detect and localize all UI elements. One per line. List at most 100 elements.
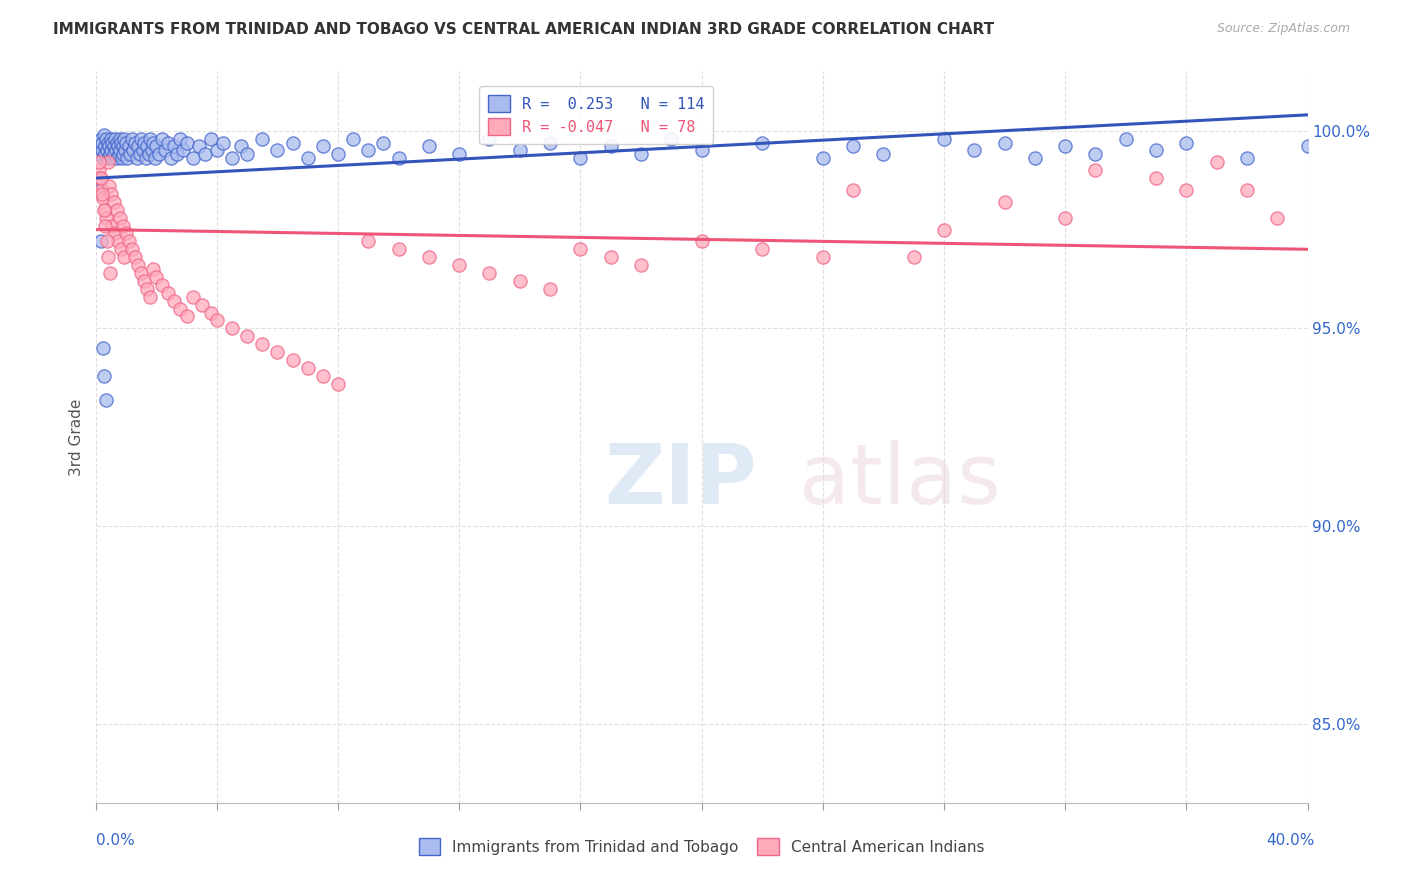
Point bbox=[110, 242, 132, 256]
Point bbox=[111, 152, 134, 166]
Point bbox=[114, 144, 136, 158]
Point bbox=[103, 194, 125, 209]
Point bbox=[166, 147, 188, 161]
Point bbox=[117, 152, 139, 166]
Point bbox=[963, 144, 986, 158]
Point bbox=[388, 152, 411, 166]
Point bbox=[101, 136, 124, 150]
Point bbox=[569, 242, 592, 256]
Point bbox=[1205, 155, 1227, 169]
Point bbox=[93, 128, 115, 142]
Point bbox=[131, 144, 153, 158]
Point bbox=[252, 337, 274, 351]
Point bbox=[236, 147, 259, 161]
Point bbox=[98, 139, 121, 153]
Point bbox=[187, 139, 209, 153]
Point bbox=[229, 139, 252, 153]
Point bbox=[124, 250, 146, 264]
Point bbox=[842, 183, 865, 197]
Point bbox=[129, 131, 152, 145]
Point bbox=[690, 144, 713, 158]
Point bbox=[93, 202, 115, 217]
Point bbox=[100, 131, 122, 145]
Point bbox=[169, 131, 191, 145]
Point bbox=[90, 235, 112, 249]
Point bbox=[872, 147, 894, 161]
Point bbox=[112, 147, 135, 161]
Point bbox=[297, 360, 319, 375]
Point bbox=[111, 219, 134, 233]
Point bbox=[96, 131, 118, 145]
Point bbox=[141, 144, 163, 158]
Point bbox=[599, 139, 621, 153]
Point bbox=[122, 144, 145, 158]
Point bbox=[98, 179, 121, 194]
Point bbox=[538, 282, 561, 296]
Point bbox=[449, 258, 471, 272]
Point bbox=[94, 392, 117, 407]
Point bbox=[118, 235, 141, 249]
Point bbox=[150, 277, 173, 292]
Point bbox=[163, 139, 186, 153]
Point bbox=[1236, 152, 1258, 166]
Point bbox=[281, 136, 304, 150]
Point bbox=[252, 131, 274, 145]
Point bbox=[221, 152, 243, 166]
Point bbox=[630, 147, 652, 161]
Point bbox=[100, 144, 122, 158]
Point bbox=[110, 144, 132, 158]
Point bbox=[97, 152, 120, 166]
Point bbox=[932, 131, 955, 145]
Point bbox=[90, 171, 112, 186]
Point bbox=[89, 155, 111, 169]
Point bbox=[449, 147, 471, 161]
Point bbox=[142, 136, 165, 150]
Point bbox=[129, 266, 152, 280]
Text: Source: ZipAtlas.com: Source: ZipAtlas.com bbox=[1216, 22, 1350, 36]
Point bbox=[101, 152, 124, 166]
Point bbox=[1024, 152, 1046, 166]
Point bbox=[104, 131, 127, 145]
Point bbox=[932, 222, 955, 236]
Point bbox=[150, 131, 173, 145]
Point bbox=[1175, 136, 1198, 150]
Point bbox=[418, 250, 440, 264]
Point bbox=[127, 258, 149, 272]
Point bbox=[94, 219, 117, 233]
Point bbox=[105, 202, 128, 217]
Y-axis label: 3rd Grade: 3rd Grade bbox=[69, 399, 84, 475]
Point bbox=[90, 183, 112, 197]
Point bbox=[181, 290, 204, 304]
Point bbox=[1175, 183, 1198, 197]
Point bbox=[538, 136, 561, 150]
Point bbox=[181, 152, 204, 166]
Point bbox=[266, 345, 288, 359]
Point bbox=[103, 139, 125, 153]
Point bbox=[107, 235, 129, 249]
Point bbox=[281, 353, 304, 368]
Point bbox=[200, 305, 222, 319]
Point bbox=[136, 282, 159, 296]
Text: IMMIGRANTS FROM TRINIDAD AND TOBAGO VS CENTRAL AMERICAN INDIAN 3RD GRADE CORRELA: IMMIGRANTS FROM TRINIDAD AND TOBAGO VS C… bbox=[53, 22, 994, 37]
Point bbox=[312, 139, 335, 153]
Point bbox=[93, 368, 115, 383]
Point bbox=[125, 152, 148, 166]
Point bbox=[93, 139, 115, 153]
Point bbox=[478, 266, 501, 280]
Point bbox=[326, 376, 349, 391]
Point bbox=[342, 131, 364, 145]
Point bbox=[297, 152, 319, 166]
Point bbox=[205, 144, 228, 158]
Point bbox=[101, 219, 124, 233]
Point bbox=[105, 136, 128, 150]
Point bbox=[94, 147, 117, 161]
Point bbox=[107, 139, 129, 153]
Point bbox=[994, 136, 1017, 150]
Text: 40.0%: 40.0% bbox=[1267, 833, 1315, 847]
Point bbox=[172, 144, 194, 158]
Point bbox=[89, 139, 111, 153]
Point bbox=[1084, 163, 1107, 178]
Point bbox=[478, 131, 501, 145]
Point bbox=[842, 139, 865, 153]
Legend: Immigrants from Trinidad and Tobago, Central American Indians: Immigrants from Trinidad and Tobago, Cen… bbox=[413, 832, 990, 861]
